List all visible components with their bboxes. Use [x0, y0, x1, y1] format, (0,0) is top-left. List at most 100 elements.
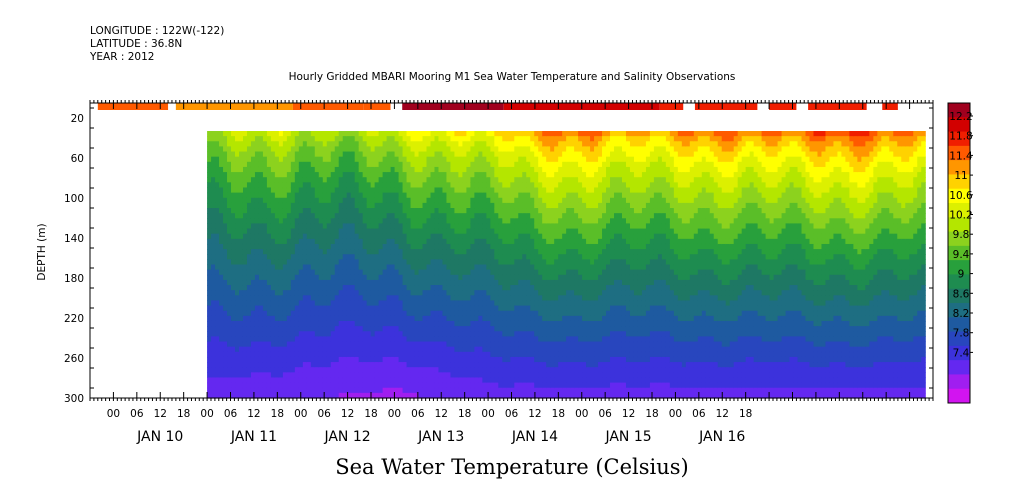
heatmap-cell [246, 228, 252, 235]
heatmap-cell [502, 269, 507, 276]
heatmap-cell [562, 233, 567, 240]
heatmap-cell [406, 228, 412, 235]
heatmap-cell [298, 285, 304, 291]
heatmap-cell [346, 300, 352, 307]
heatmap-cell [582, 187, 587, 194]
heatmap-cell [290, 392, 296, 399]
heatmap-cell [394, 367, 400, 373]
heatmap-cell [470, 161, 475, 168]
heatmap-cell [474, 151, 479, 158]
heatmap-cell [534, 228, 539, 235]
heatmap-cell [422, 243, 428, 250]
heatmap-cell [298, 356, 304, 363]
heatmap-cell [242, 243, 248, 250]
heatmap-cell [510, 166, 515, 173]
heatmap-cell [362, 367, 368, 373]
heatmap-cell [438, 326, 444, 332]
heatmap-cell [270, 346, 276, 353]
heatmap-cell [434, 172, 440, 178]
heatmap-cell [470, 187, 475, 194]
heatmap-cell [262, 341, 268, 348]
heatmap-cell [574, 351, 579, 358]
heatmap-cell [562, 341, 567, 348]
heatmap-cell [398, 387, 404, 394]
heatmap-cell [306, 177, 312, 183]
heatmap-cell [250, 238, 256, 245]
heatmap-cell [294, 367, 300, 373]
heatmap-cell [534, 156, 539, 163]
heatmap-cell [239, 264, 244, 271]
heatmap-cell [450, 326, 456, 332]
heatmap-cell [438, 346, 444, 353]
heatmap-cell [510, 300, 515, 307]
heatmap-cell [330, 146, 336, 153]
heatmap-cell [558, 269, 563, 276]
heatmap-cell [326, 238, 332, 245]
heatmap-cell [322, 228, 328, 235]
heatmap-cell [430, 238, 436, 245]
heatmap-cell [450, 213, 456, 219]
heatmap-cell [446, 315, 452, 322]
heatmap-cell [262, 151, 268, 158]
heatmap-cell [258, 161, 264, 168]
heatmap-cell [227, 290, 232, 296]
heatmap-cell [298, 305, 304, 312]
heatmap-cell [502, 254, 507, 260]
heatmap-cell [358, 146, 364, 153]
heatmap-cell [494, 146, 499, 153]
heatmap-cell [570, 392, 575, 399]
heatmap-cell [486, 254, 491, 260]
heatmap-cell [258, 300, 264, 307]
heatmap-cell [314, 346, 320, 353]
heatmap-cell [274, 151, 280, 158]
heatmap-cell [574, 197, 579, 204]
heatmap-cell [558, 315, 563, 322]
heatmap-cell [458, 146, 464, 153]
heatmap-cell [378, 254, 384, 260]
heatmap-cell [414, 202, 420, 209]
heatmap-cell [242, 346, 248, 353]
heatmap-cell [390, 202, 396, 209]
heatmap-cell [574, 223, 579, 230]
heatmap-cell [390, 166, 396, 173]
heatmap-cell [490, 377, 495, 384]
heatmap-cell [294, 372, 300, 379]
heatmap-cell [278, 166, 284, 173]
heatmap-cell [426, 136, 432, 142]
heatmap-cell [406, 341, 412, 348]
heatmap-cell [270, 136, 276, 142]
heatmap-cell [406, 356, 412, 363]
heatmap-cell [426, 161, 432, 168]
heatmap-cell [231, 131, 236, 137]
heatmap-cell [354, 131, 360, 137]
heatmap-cell [474, 377, 479, 384]
heatmap-cell [342, 213, 348, 219]
heatmap-cell [342, 249, 348, 255]
heatmap-cell [219, 392, 224, 399]
heatmap-cell [578, 372, 583, 379]
heatmap-cell [522, 356, 527, 363]
heatmap-cell [506, 392, 511, 399]
heatmap-cell [518, 341, 523, 348]
heatmap-cell [235, 300, 240, 307]
heatmap-cell [466, 259, 471, 266]
heatmap-cell [454, 305, 460, 312]
heatmap-cell [278, 161, 284, 168]
heatmap-cell [382, 192, 388, 199]
heatmap-cell [398, 192, 404, 199]
heatmap-cell [370, 377, 376, 384]
heatmap-cell [478, 320, 483, 327]
heatmap-cell [223, 166, 228, 173]
heatmap-cell [478, 172, 483, 178]
heatmap-cell [227, 300, 232, 307]
heatmap-cell [362, 146, 368, 153]
heatmap-cell [290, 264, 296, 271]
heatmap-cell [538, 392, 543, 399]
heatmap-cell [486, 331, 491, 337]
heatmap-cell [562, 274, 567, 281]
heatmap-cell [550, 131, 555, 137]
heatmap-cell [338, 218, 344, 225]
heatmap-cell [414, 238, 420, 245]
heatmap-cell [219, 346, 224, 353]
heatmap-cell [490, 387, 495, 394]
